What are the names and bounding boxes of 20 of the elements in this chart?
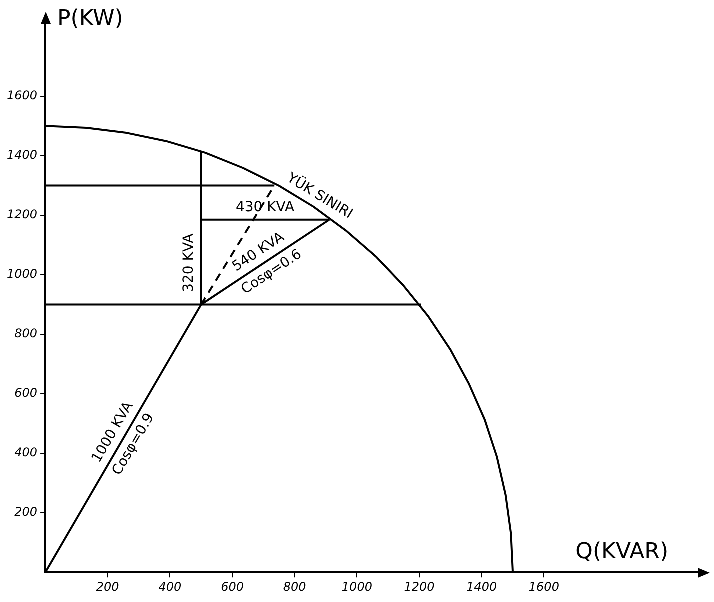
x-tick-label: 800 bbox=[283, 580, 307, 594]
y-tick-label: 400 bbox=[14, 446, 38, 460]
y-axis-title: P(KW) bbox=[58, 6, 124, 32]
y-tick-label: 1600 bbox=[6, 88, 38, 103]
x-axis-title: Q(KVAR) bbox=[576, 539, 669, 564]
x-tick-label: 200 bbox=[96, 580, 120, 594]
y-tick-label: 1200 bbox=[6, 208, 38, 222]
x-tick-label: 600 bbox=[221, 580, 244, 594]
x-tick-label: 1400 bbox=[466, 580, 498, 594]
y-tick-label: 600 bbox=[14, 386, 38, 400]
x-tick-label: 400 bbox=[158, 580, 182, 594]
y-tick-label: 1000 bbox=[6, 267, 38, 282]
y-tick-label: 200 bbox=[14, 505, 38, 520]
y-tick-label: 1400 bbox=[6, 148, 38, 162]
x-tick-label: 1600 bbox=[528, 580, 560, 594]
x-tick-label: 1200 bbox=[404, 580, 436, 594]
y-tick-label: 800 bbox=[14, 326, 38, 341]
annotation: 430 KVA bbox=[236, 200, 295, 216]
x-tick-label: 1000 bbox=[342, 580, 373, 594]
annotation: 320 KVA bbox=[181, 233, 198, 292]
